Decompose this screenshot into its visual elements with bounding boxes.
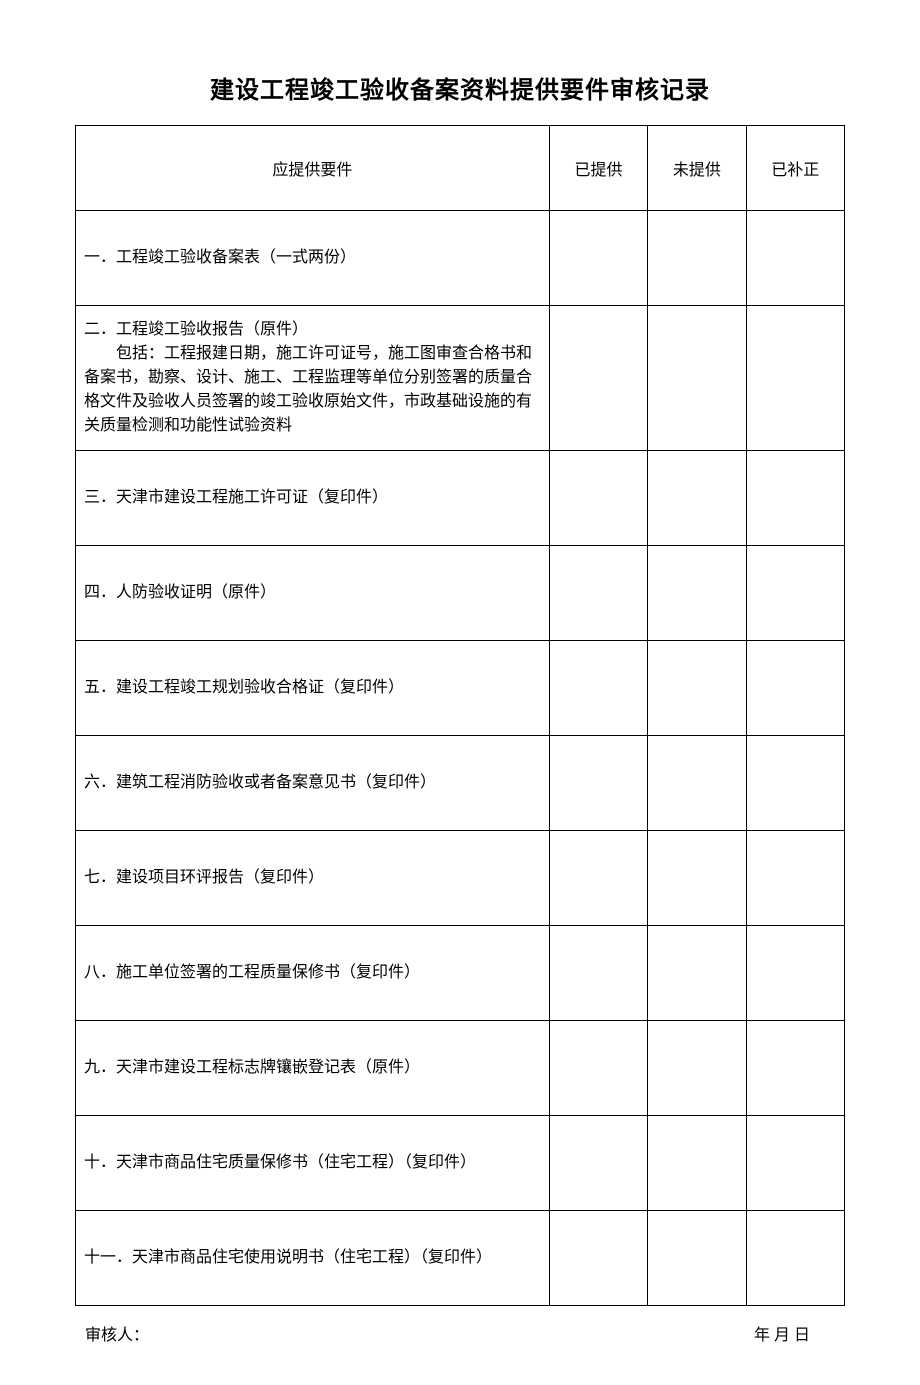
status-cell (648, 641, 746, 736)
status-cell (648, 1211, 746, 1306)
status-cell (549, 1116, 647, 1211)
status-cell (746, 736, 844, 831)
item-cell: 七．建设项目环评报告（复印件） (76, 831, 550, 926)
item-cell: 一．工程竣工验收备案表（一式两份） (76, 211, 550, 306)
table-row: 四．人防验收证明（原件） (76, 546, 845, 641)
table-row: 九．天津市建设工程标志牌镶嵌登记表（原件） (76, 1021, 845, 1116)
status-cell (549, 451, 647, 546)
document-title: 建设工程竣工验收备案资料提供要件审核记录 (75, 70, 845, 105)
status-cell (549, 1021, 647, 1116)
status-cell (549, 1211, 647, 1306)
table-row: 十．天津市商品住宅质量保修书（住宅工程）（复印件） (76, 1116, 845, 1211)
status-cell (648, 926, 746, 1021)
requirements-table: 应提供要件 已提供 未提供 已补正 一．工程竣工验收备案表（一式两份）二．工程竣… (75, 125, 845, 1306)
status-cell (549, 926, 647, 1021)
item-cell: 十一．天津市商品住宅使用说明书（住宅工程）（复印件） (76, 1211, 550, 1306)
item-subtext: 包括：工程报建日期，施工许可证号，施工图审查合格书和备案书，勘察、设计、施工、工… (84, 342, 539, 438)
item-cell: 二．工程竣工验收报告（原件）包括：工程报建日期，施工许可证号，施工图审查合格书和… (76, 306, 550, 451)
table-row: 五．建设工程竣工规划验收合格证（复印件） (76, 641, 845, 736)
status-cell (746, 546, 844, 641)
item-text: 二．工程竣工验收报告（原件） (84, 318, 539, 342)
status-cell (648, 736, 746, 831)
footer: 审核人： 年 月 日 (75, 1321, 845, 1345)
status-cell (746, 451, 844, 546)
status-cell (746, 1211, 844, 1306)
status-cell (549, 736, 647, 831)
item-cell: 十．天津市商品住宅质量保修书（住宅工程）（复印件） (76, 1116, 550, 1211)
status-cell (549, 211, 647, 306)
status-cell (648, 831, 746, 926)
status-cell (746, 211, 844, 306)
header-corrected: 已补正 (746, 126, 844, 211)
status-cell (746, 831, 844, 926)
item-cell: 九．天津市建设工程标志牌镶嵌登记表（原件） (76, 1021, 550, 1116)
status-cell (648, 1116, 746, 1211)
status-cell (648, 306, 746, 451)
table-body: 一．工程竣工验收备案表（一式两份）二．工程竣工验收报告（原件）包括：工程报建日期… (76, 211, 845, 1306)
table-row: 八．施工单位签署的工程质量保修书（复印件） (76, 926, 845, 1021)
item-cell: 五．建设工程竣工规划验收合格证（复印件） (76, 641, 550, 736)
status-cell (746, 306, 844, 451)
status-cell (549, 546, 647, 641)
table-row: 三．天津市建设工程施工许可证（复印件） (76, 451, 845, 546)
table-row: 一．工程竣工验收备案表（一式两份） (76, 211, 845, 306)
reviewer-label: 审核人： (80, 1321, 149, 1345)
status-cell (648, 1021, 746, 1116)
status-cell (549, 641, 647, 736)
table-header-row: 应提供要件 已提供 未提供 已补正 (76, 126, 845, 211)
item-cell: 三．天津市建设工程施工许可证（复印件） (76, 451, 550, 546)
status-cell (746, 641, 844, 736)
table-row: 七．建设项目环评报告（复印件） (76, 831, 845, 926)
status-cell (746, 1021, 844, 1116)
item-cell: 八．施工单位签署的工程质量保修书（复印件） (76, 926, 550, 1021)
status-cell (648, 546, 746, 641)
status-cell (648, 451, 746, 546)
status-cell (746, 1116, 844, 1211)
status-cell (549, 831, 647, 926)
item-cell: 四．人防验收证明（原件） (76, 546, 550, 641)
status-cell (549, 306, 647, 451)
item-cell: 六．建筑工程消防验收或者备案意见书（复印件） (76, 736, 550, 831)
status-cell (648, 211, 746, 306)
table-row: 六．建筑工程消防验收或者备案意见书（复印件） (76, 736, 845, 831)
header-provided: 已提供 (549, 126, 647, 211)
table-row: 二．工程竣工验收报告（原件）包括：工程报建日期，施工许可证号，施工图审查合格书和… (76, 306, 845, 451)
header-item: 应提供要件 (76, 126, 550, 211)
header-not-provided: 未提供 (648, 126, 746, 211)
date-label: 年 月 日 (754, 1321, 840, 1345)
table-row: 十一．天津市商品住宅使用说明书（住宅工程）（复印件） (76, 1211, 845, 1306)
status-cell (746, 926, 844, 1021)
